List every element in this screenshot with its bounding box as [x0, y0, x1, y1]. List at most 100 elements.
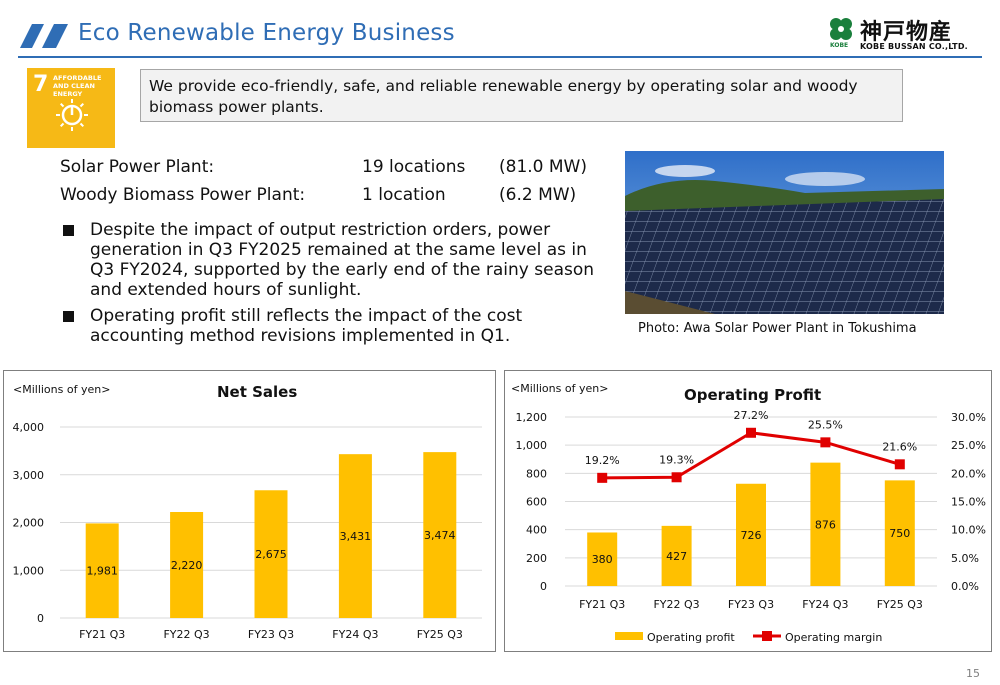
margin-marker — [820, 437, 831, 448]
page-title: Eco Renewable Energy Business — [78, 20, 455, 46]
plant-capacity: (81.0 MW) — [499, 157, 587, 177]
x-tick-label: FY21 Q3 — [579, 598, 625, 611]
square-bullet-icon — [63, 225, 74, 236]
x-tick-label: FY23 Q3 — [728, 598, 774, 611]
y-tick-label: 2,000 — [13, 517, 45, 530]
plant-capacity: (6.2 MW) — [499, 185, 577, 205]
photo-caption: Photo: Awa Solar Power Plant in Tokushim… — [638, 321, 917, 336]
bar-value-label: 427 — [666, 550, 687, 563]
bar — [423, 452, 457, 618]
bar-value-label: 750 — [889, 527, 910, 540]
unit-label: <Millions of yen> — [511, 382, 609, 395]
bar — [810, 462, 841, 586]
legend-bar-label: Operating profit — [647, 631, 735, 644]
bar — [884, 480, 915, 586]
bar-value-label: 2,220 — [171, 559, 203, 572]
bar — [338, 454, 372, 618]
page-number: 15 — [966, 667, 980, 680]
sdg-number: 7 — [33, 72, 49, 97]
y-tick-label: 1,000 — [13, 564, 45, 577]
x-tick-label: FY24 Q3 — [802, 598, 848, 611]
y2-tick-label: 30.0% — [951, 411, 986, 424]
bar-value-label: 3,474 — [424, 529, 456, 542]
sdg-label: AFFORDABLE AND CLEAN ENERGY — [53, 74, 102, 98]
bar-value-label: 1,981 — [86, 565, 118, 578]
x-tick-label: FY21 Q3 — [79, 628, 125, 641]
legend-line-marker — [762, 631, 772, 641]
bar-value-label: 380 — [592, 553, 613, 566]
y2-tick-label: 20.0% — [951, 467, 986, 480]
x-tick-label: FY22 Q3 — [163, 628, 209, 641]
legend-line-label: Operating margin — [785, 631, 882, 644]
bar — [736, 483, 766, 586]
bullet-item: Despite the impact of output restriction… — [62, 220, 602, 300]
operating-profit-panel: <Millions of yen> Operating Profit 0 200 4… — [504, 370, 992, 652]
margin-value-label: 19.3% — [659, 453, 694, 466]
y2-tick-label: 5.0% — [951, 552, 979, 565]
x-tick-label: FY25 Q3 — [877, 598, 923, 611]
bar-value-label: 2,675 — [255, 548, 287, 561]
y-tick-label: 600 — [526, 496, 547, 509]
company-small-mark: KOBE — [830, 42, 849, 49]
clover-logo-icon — [830, 18, 852, 40]
y-tick-label: 3,000 — [13, 469, 45, 482]
operating-profit-chart: 0 200 400 600 800 1,000 1,200 0.0% 5.0% 10.0% 15.0… — [516, 409, 986, 644]
margin-marker — [746, 427, 756, 438]
margin-value-label: 21.6% — [882, 440, 917, 453]
y-tick-label: 1,000 — [516, 439, 548, 452]
y-tick-label: 400 — [526, 524, 547, 537]
bar-value-label: 3,431 — [340, 530, 372, 543]
bullet-item: Operating profit still reflects the impa… — [62, 306, 602, 346]
bullet-text: Despite the impact of output restriction… — [90, 220, 595, 300]
bar — [170, 511, 204, 618]
legend-bar-swatch — [615, 632, 643, 640]
intro-box: We provide eco-friendly, safe, and relia… — [140, 69, 903, 122]
company-name-en: KOBE BUSSAN CO.,LTD. — [860, 42, 968, 51]
x-tick-label: FY22 Q3 — [653, 598, 699, 611]
bar-value-label: 726 — [741, 529, 762, 542]
bar — [254, 490, 288, 618]
net-sales-panel: <Millions of yen> Net Sales 0 1,000 2,000 3… — [3, 370, 496, 652]
bullet-list: Despite the impact of output restriction… — [62, 220, 602, 352]
chart-title: Operating Profit — [684, 386, 822, 404]
chart-title: Net Sales — [217, 383, 298, 401]
margin-line — [602, 431, 901, 480]
y-tick-label: 4,000 — [13, 421, 45, 434]
plant-count: 1 location — [362, 185, 446, 205]
x-tick-label: FY23 Q3 — [248, 628, 294, 641]
y-tick-label: 1,200 — [516, 411, 548, 424]
y2-tick-label: 0.0% — [951, 580, 979, 593]
bar — [85, 523, 119, 618]
margin-marker — [894, 459, 905, 470]
net-sales-chart: 0 1,000 2,000 3,000 4,000 1,981 FY21 Q3 2,220 FY… — [13, 421, 482, 641]
y2-tick-label: 15.0% — [951, 496, 986, 509]
y2-tick-label: 25.0% — [951, 439, 986, 452]
y-tick-label: 0 — [540, 580, 547, 593]
square-bullet-icon — [63, 311, 74, 322]
plant-count: 19 locations — [362, 157, 466, 177]
header-chevron-logo — [20, 24, 68, 48]
unit-label: <Millions of yen> — [13, 383, 111, 396]
margin-value-label: 27.2% — [734, 409, 769, 422]
sdg-badge: 7 AFFORDABLE AND CLEAN ENERGY — [27, 68, 115, 148]
margin-marker — [671, 472, 682, 483]
company-name-jp: 神戸物産 — [860, 20, 953, 45]
y-tick-label: 800 — [526, 467, 547, 480]
y-tick-label: 200 — [526, 552, 547, 565]
y2-tick-label: 10.0% — [951, 524, 986, 537]
x-tick-label: FY25 Q3 — [417, 628, 463, 641]
margin-value-label: 19.2% — [585, 454, 620, 467]
margin-marker — [597, 472, 608, 483]
bullet-text: Operating profit still reflects the impa… — [90, 306, 523, 346]
y-tick-label: 0 — [37, 612, 44, 625]
solar-plant-photo — [625, 151, 944, 314]
plant-name: Solar Power Plant: — [60, 157, 215, 177]
x-tick-label: FY24 Q3 — [332, 628, 378, 641]
plant-name: Woody Biomass Power Plant: — [60, 185, 306, 205]
margin-value-label: 25.5% — [808, 418, 843, 431]
bar — [661, 525, 692, 586]
bar — [587, 532, 618, 586]
power-sun-icon — [56, 99, 88, 131]
header-divider — [18, 56, 982, 58]
bar-value-label: 876 — [815, 518, 836, 531]
